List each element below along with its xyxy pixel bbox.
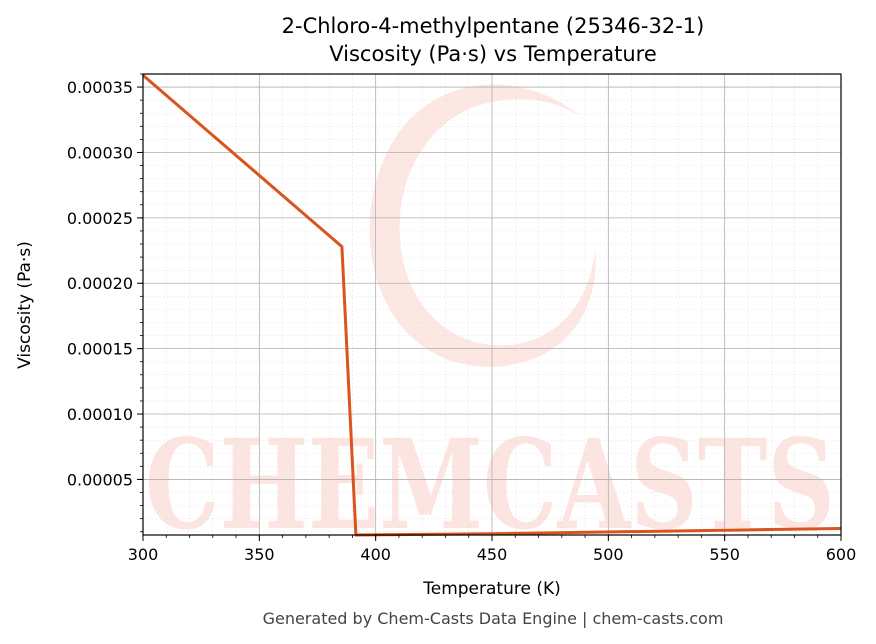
y-tick-label: 0.00025	[67, 209, 133, 228]
y-tick-label: 0.00035	[67, 78, 133, 97]
x-tick-label: 400	[360, 545, 391, 564]
y-tick-label: 0.00020	[67, 274, 133, 293]
ticks-layer: 300 350 400 450 500 550 600 0.00005 0.00010 0.000…	[67, 73, 857, 564]
plot-frame	[142, 73, 842, 536]
y-axis-label: Viscosity (Pa·s)	[15, 241, 35, 369]
x-tick-label: 500	[593, 545, 624, 564]
y-tick-label: 0.00005	[67, 470, 133, 489]
y-tick-label: 0.00015	[67, 340, 133, 359]
y-tick-label: 0.00010	[67, 405, 133, 424]
x-axis-label: Temperature (K)	[422, 579, 561, 599]
watermark-text: CHEMCASTS	[145, 413, 835, 558]
y-tick-label: 0.00030	[67, 143, 133, 162]
chart-subtitle: Viscosity (Pa·s) vs Temperature	[329, 42, 657, 66]
major-gridlines	[142, 74, 842, 535]
x-tick-label: 300	[128, 545, 159, 564]
watermark: CHEMCASTS	[145, 84, 835, 558]
x-tick-label: 600	[826, 545, 857, 564]
x-tick-label: 450	[477, 545, 508, 564]
x-tick-label: 550	[709, 545, 740, 564]
x-tick-label: 350	[244, 545, 275, 564]
chart-title: 2-Chloro-4-methylpentane (25346-32-1)	[282, 14, 705, 38]
footer-credit: Generated by Chem-Casts Data Engine | ch…	[263, 609, 724, 628]
